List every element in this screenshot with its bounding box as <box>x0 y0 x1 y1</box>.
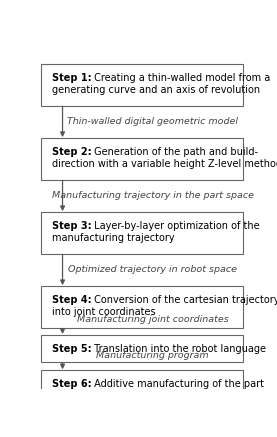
Text: Manufacturing program: Manufacturing program <box>96 351 209 360</box>
Text: Step 5:: Step 5: <box>52 343 91 354</box>
Text: Step 1:: Step 1: <box>52 73 91 83</box>
Text: into joint coordinates: into joint coordinates <box>52 308 155 318</box>
Text: direction with a variable height Z-level method: direction with a variable height Z-level… <box>52 160 277 170</box>
Bar <box>41 212 243 254</box>
Text: Translation into the robot language: Translation into the robot language <box>91 343 266 354</box>
Text: Step 3:: Step 3: <box>52 221 91 231</box>
Text: Step 2:: Step 2: <box>52 147 91 156</box>
Text: Manufacturing joint coordinates: Manufacturing joint coordinates <box>77 316 229 324</box>
Text: Generation of the path and build-: Generation of the path and build- <box>91 147 258 156</box>
Bar <box>41 138 243 180</box>
Text: Additive manufacturing of the part: Additive manufacturing of the part <box>91 379 265 389</box>
Text: Step 4:: Step 4: <box>52 295 91 305</box>
Bar <box>41 286 243 328</box>
Bar <box>41 335 243 362</box>
Text: Layer-by-layer optimization of the: Layer-by-layer optimization of the <box>91 221 260 231</box>
Text: Thin-walled digital geometric model: Thin-walled digital geometric model <box>67 117 238 125</box>
Text: Conversion of the cartesian trajectory: Conversion of the cartesian trajectory <box>91 295 277 305</box>
Text: manufacturing trajectory: manufacturing trajectory <box>52 233 175 243</box>
Bar <box>41 371 243 397</box>
Text: Step 6:: Step 6: <box>52 379 91 389</box>
Text: Creating a thin-walled model from a: Creating a thin-walled model from a <box>91 73 271 83</box>
Text: Manufacturing trajectory in the part space: Manufacturing trajectory in the part spa… <box>52 191 254 200</box>
Text: generating curve and an axis of revolution: generating curve and an axis of revoluti… <box>52 85 260 95</box>
Text: Optimized trajectory in robot space: Optimized trajectory in robot space <box>68 265 237 274</box>
Bar <box>41 64 243 106</box>
